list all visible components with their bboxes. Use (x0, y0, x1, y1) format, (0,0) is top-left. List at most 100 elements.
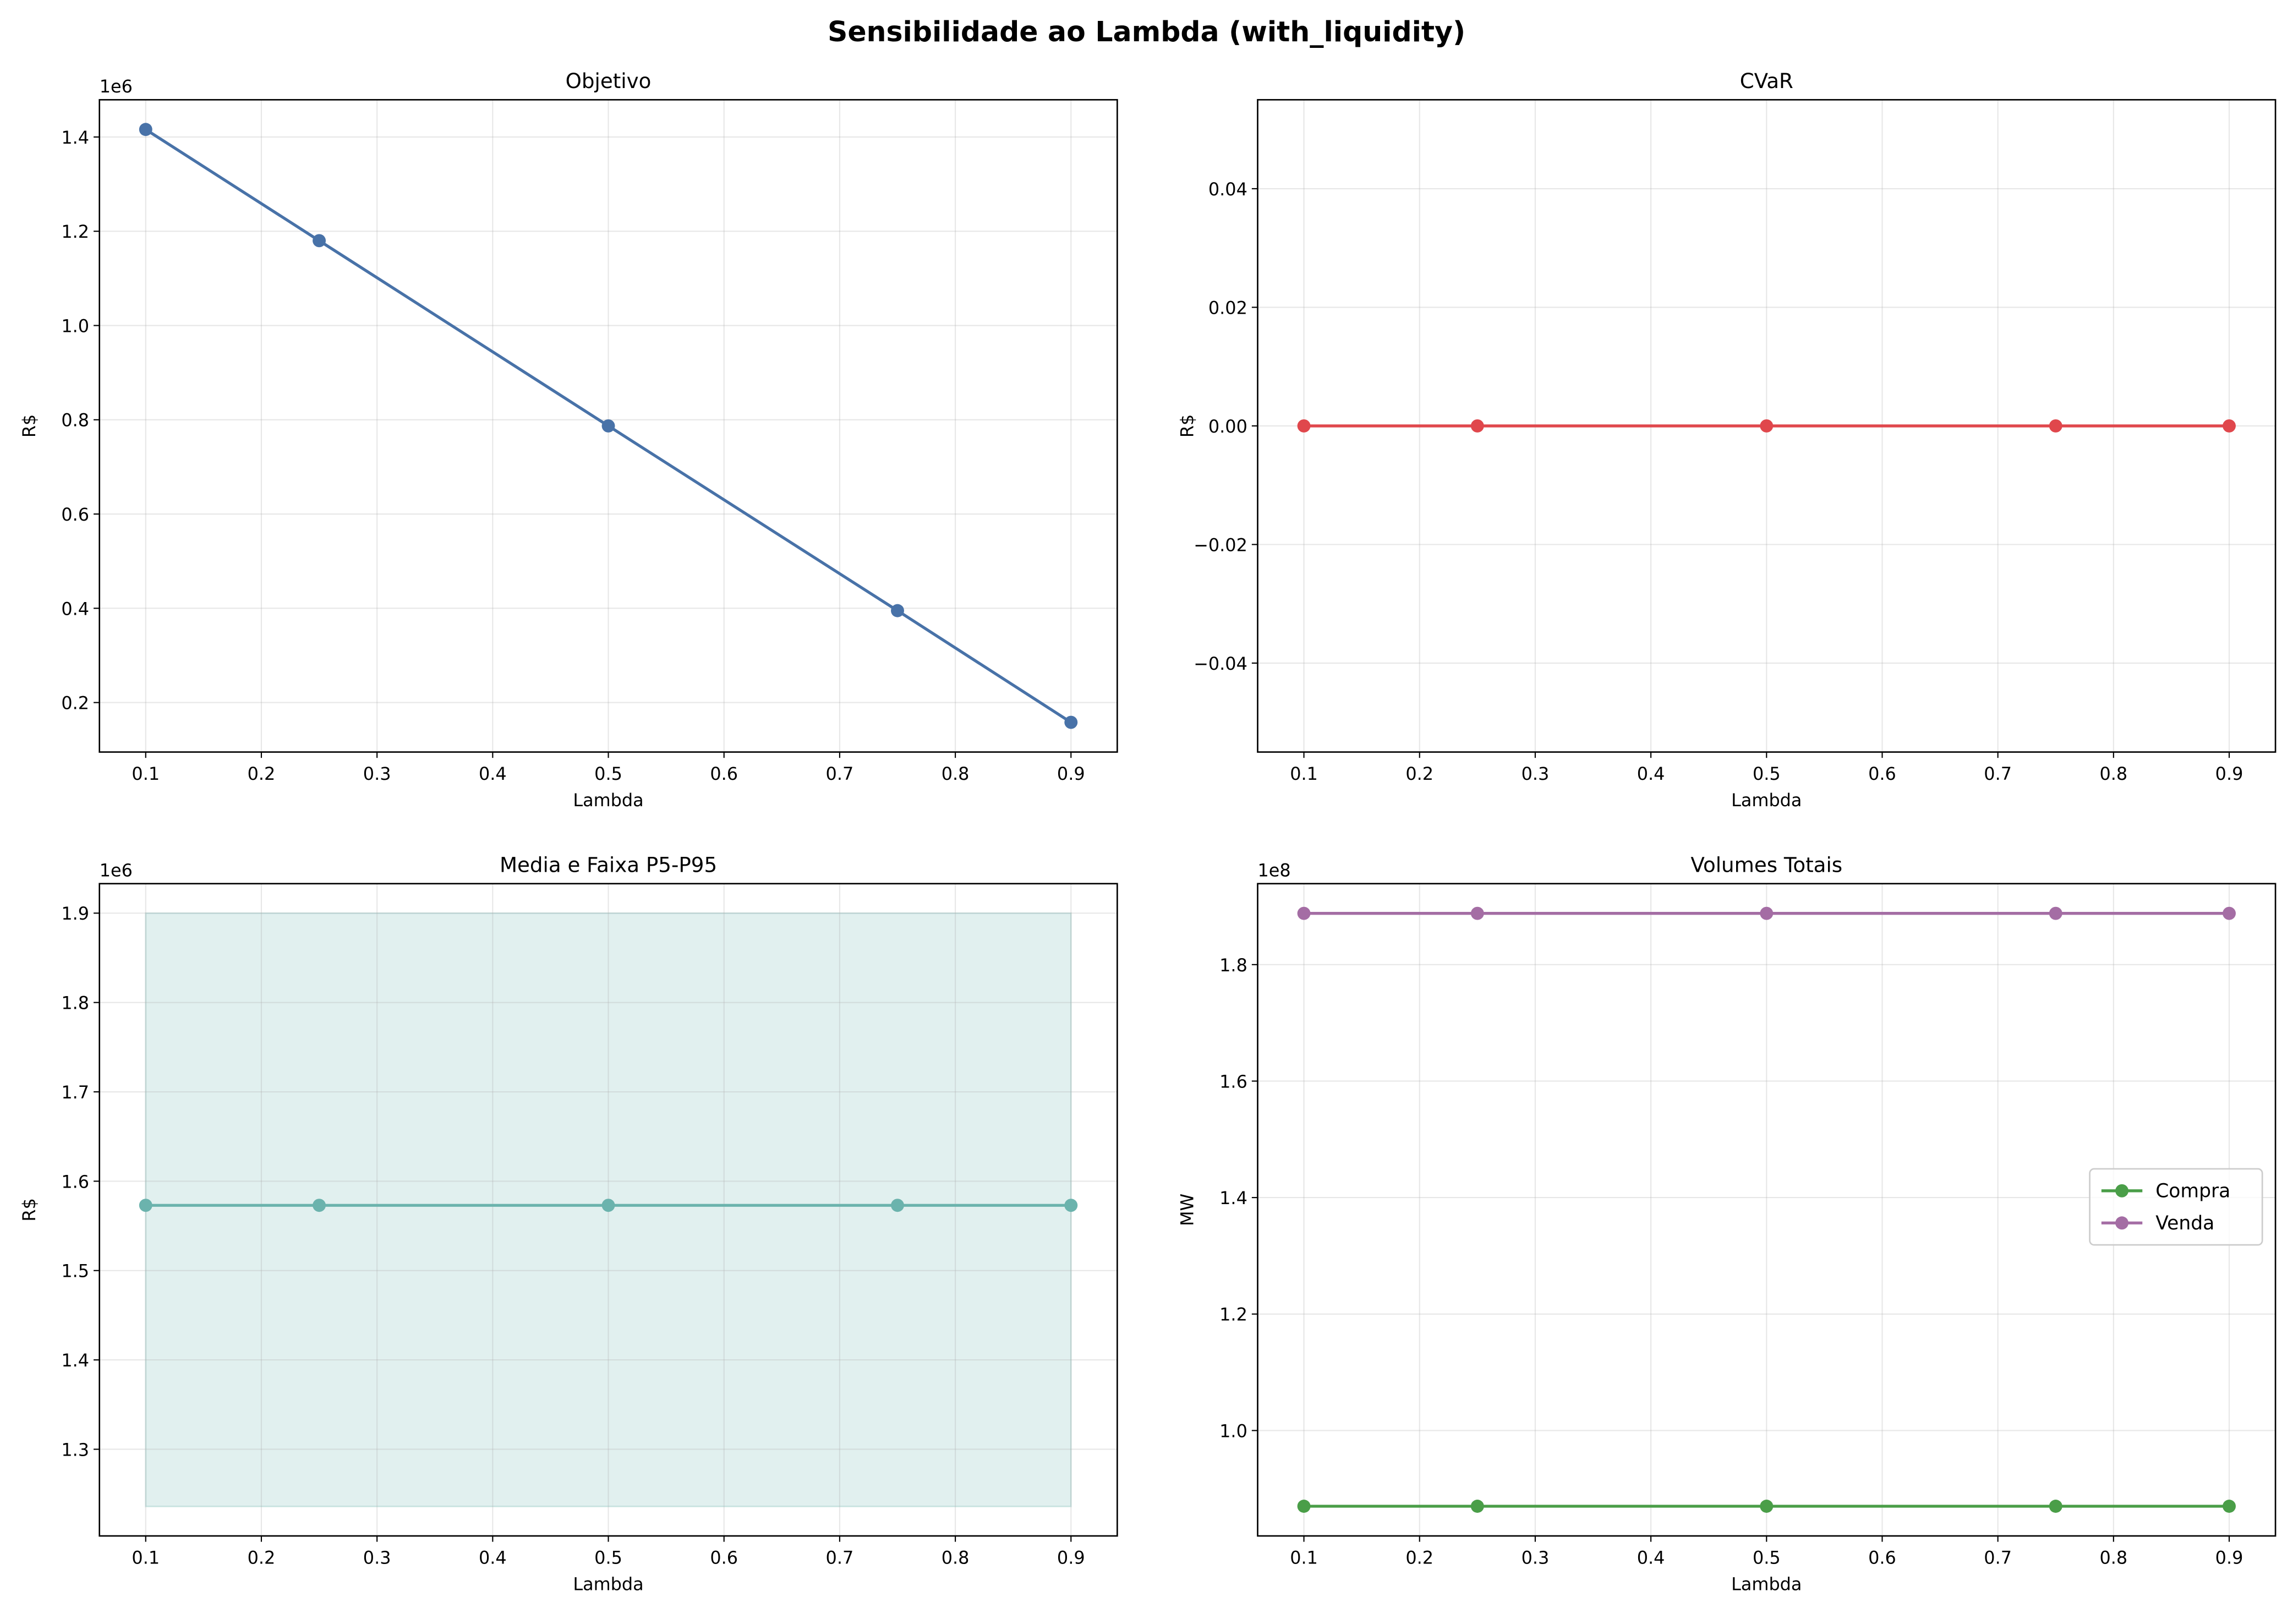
subplot-title: Media e Faixa P5-P95 (500, 852, 717, 877)
x-tick-label: 0.3 (363, 1547, 391, 1568)
y-tick-label: 1.3 (61, 1439, 89, 1460)
x-tick-label: 0.9 (1057, 1547, 1085, 1568)
x-tick-label: 0.9 (1057, 763, 1085, 784)
y-tick-label: 1.5 (61, 1261, 89, 1282)
data-point (1760, 1500, 1774, 1513)
subplot-title: CVaR (1740, 69, 1793, 93)
data-point (601, 419, 615, 433)
y-tick-label: 0.6 (61, 504, 89, 525)
y-tick-label: 0.8 (61, 410, 89, 431)
y-tick-label: 1.6 (61, 1171, 89, 1192)
x-tick-label: 0.8 (942, 763, 970, 784)
data-point (2223, 1500, 2236, 1513)
data-point (1297, 1500, 1311, 1513)
figure-title: Sensibilidade ao Lambda (with_liquidity) (828, 15, 1465, 48)
data-point (2223, 906, 2236, 920)
x-tick-label: 0.8 (2099, 1547, 2127, 1568)
axes-frame (1257, 99, 2276, 753)
legend-marker (2115, 1216, 2129, 1230)
data-point (1297, 906, 1311, 920)
x-axis-label: Lambda (573, 1573, 643, 1594)
x-tick-label: 0.4 (1637, 763, 1665, 784)
data-point (1760, 419, 1774, 433)
data-point (601, 1199, 615, 1212)
x-tick-label: 0.2 (1405, 1547, 1433, 1568)
x-tick-label: 0.6 (710, 1547, 738, 1568)
x-tick-label: 0.5 (1753, 1547, 1781, 1568)
data-point (1470, 419, 1484, 433)
y-tick-label: 1.4 (61, 1350, 89, 1371)
data-point (891, 1199, 904, 1212)
y-tick-label: −0.04 (1194, 653, 1247, 674)
axis-offset-text: 1e8 (1257, 860, 1290, 881)
subplot-title: Objetivo (566, 69, 652, 93)
y-axis-label: R$ (19, 1198, 40, 1221)
x-tick-label: 0.2 (248, 763, 276, 784)
data-point (891, 604, 904, 617)
x-tick-label: 0.6 (1868, 763, 1896, 784)
data-point (1297, 419, 1311, 433)
x-axis-label: Lambda (573, 790, 643, 811)
data-point (139, 123, 152, 136)
data-point (1064, 715, 1078, 729)
y-tick-label: 1.8 (61, 993, 89, 1014)
y-tick-label: 1.4 (1219, 1188, 1247, 1209)
x-tick-label: 0.8 (2099, 763, 2127, 784)
x-tick-label: 0.4 (479, 763, 507, 784)
axes-frame (98, 99, 1118, 753)
data-point (2049, 1500, 2062, 1513)
data-point (139, 1199, 152, 1212)
y-tick-label: −0.02 (1194, 534, 1247, 555)
data-point (1064, 1199, 1078, 1212)
y-tick-label: 1.6 (1219, 1071, 1247, 1092)
y-axis-label: R$ (1177, 414, 1198, 438)
x-tick-label: 0.5 (594, 1547, 622, 1568)
subplot-3: 0.1 0.2 0.3 0.4 0.5 0.6 0.7 0.8 0.9 1.3 1.4 1.5 1.6 1… (19, 852, 1118, 1594)
x-tick-label: 0.3 (1522, 763, 1550, 784)
x-tick-label: 0.1 (1290, 763, 1318, 784)
subplot-1: 0.1 0.2 0.3 0.4 0.5 0.6 0.7 0.8 0.9 0.2 0.4 0.6 0.8 1… (19, 69, 1118, 811)
x-tick-label: 0.5 (1753, 763, 1781, 784)
y-axis-label: R$ (19, 414, 40, 438)
x-tick-label: 0.2 (1405, 763, 1433, 784)
y-tick-label: 1.0 (61, 315, 89, 336)
data-point (2049, 906, 2062, 920)
axes-frame (98, 883, 1118, 1537)
y-tick-label: 0.04 (1208, 179, 1247, 200)
x-tick-label: 0.1 (1290, 1547, 1318, 1568)
axis-offset-text: 1e6 (100, 860, 133, 881)
x-tick-label: 0.7 (826, 1547, 854, 1568)
x-tick-label: 0.7 (1984, 763, 2012, 784)
y-tick-label: 1.4 (61, 127, 89, 148)
x-tick-label: 0.6 (710, 763, 738, 784)
y-tick-label: 1.7 (61, 1082, 89, 1103)
legend-label: Venda (2155, 1212, 2214, 1234)
x-tick-label: 0.7 (826, 763, 854, 784)
subplot-2: 0.1 0.2 0.3 0.4 0.5 0.6 0.7 0.8 0.9 −0.04 −0.02 0.0… (1177, 69, 2276, 811)
x-tick-label: 0.4 (1637, 1547, 1665, 1568)
x-tick-label: 0.9 (2215, 1547, 2243, 1568)
x-tick-label: 0.3 (363, 763, 391, 784)
x-tick-label: 0.7 (1984, 1547, 2012, 1568)
y-tick-label: 0.2 (61, 693, 89, 714)
data-point (1470, 906, 1484, 920)
y-tick-label: 1.2 (61, 221, 89, 242)
x-tick-label: 0.1 (132, 763, 160, 784)
x-tick-label: 0.3 (1522, 1547, 1550, 1568)
axes-frame (1257, 883, 2276, 1537)
subplot-4: 0.1 0.2 0.3 0.4 0.5 0.6 0.7 0.8 0.9 1.0 1.2 1.4 1.6 1… (1177, 852, 2276, 1594)
x-tick-label: 0.6 (1868, 1547, 1896, 1568)
y-tick-label: 1.0 (1219, 1420, 1247, 1441)
y-axis-label: MW (1177, 1194, 1198, 1226)
data-point (1470, 1500, 1484, 1513)
axis-offset-text: 1e6 (100, 76, 133, 97)
subplot-title: Volumes Totais (1690, 852, 1842, 877)
y-tick-label: 0.02 (1208, 297, 1247, 318)
x-tick-label: 0.1 (132, 1547, 160, 1568)
y-tick-label: 1.2 (1219, 1304, 1247, 1325)
data-point (313, 1199, 326, 1212)
y-tick-label: 0.00 (1208, 416, 1247, 437)
y-tick-label: 1.8 (1219, 955, 1247, 976)
